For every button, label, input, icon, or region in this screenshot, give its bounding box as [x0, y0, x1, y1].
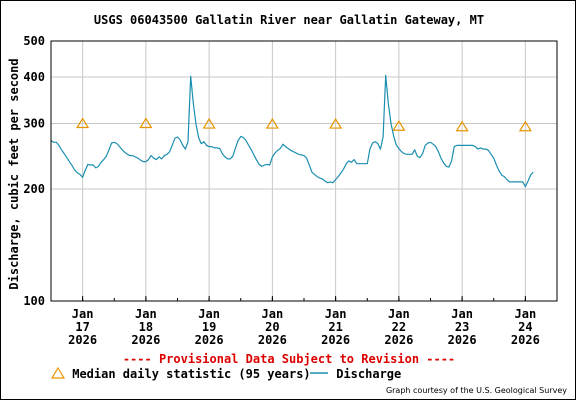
y-tick-label: 300 [23, 117, 45, 131]
x-tick-label: Jan [262, 307, 284, 321]
median-triangle-point [455, 120, 469, 132]
legend-discharge: Discharge [309, 367, 401, 381]
x-tick-label: Jan [135, 307, 157, 321]
x-tick-label: 2026 [321, 333, 350, 347]
courtesy-note: Graph courtesy of the U.S. Geological Su… [385, 386, 567, 395]
x-tick-label: 2026 [448, 333, 477, 347]
x-tick-label: 2026 [68, 333, 97, 347]
plot-border [50, 40, 558, 302]
legend-median-label: Median daily statistic (95 years) [72, 367, 311, 381]
x-tick-label: 2026 [195, 333, 224, 347]
x-tick-label: Jan [198, 307, 220, 321]
x-tick-label: 23 [455, 320, 469, 334]
y-tick-labels: 100 200 300 400 500 [23, 34, 45, 308]
median-markers [76, 117, 532, 132]
median-triangle-point [392, 120, 406, 131]
x-tick-label: Jan [388, 307, 410, 321]
x-tick-label: 2026 [258, 333, 287, 347]
x-tick-label: Jan [515, 307, 537, 321]
x-tick-label: Jan [72, 307, 94, 321]
median-triangle-point [202, 117, 216, 129]
median-triangle-point [139, 117, 153, 129]
discharge-line [50, 74, 534, 188]
x-tick-label: 22 [392, 320, 406, 334]
y-tick-label: 100 [23, 294, 45, 308]
line-swatch-icon [310, 372, 328, 374]
x-tick-label: 24 [518, 320, 532, 334]
x-tick-label: 19 [202, 320, 216, 334]
y-tick-label: 400 [23, 70, 45, 84]
triangle-icon [50, 366, 66, 379]
discharge-line-group [50, 74, 534, 188]
x-tick-labels: Jan172026Jan182026Jan192026Jan202026Jan2… [68, 307, 540, 347]
gridlines [50, 41, 558, 301]
legend-median: Median daily statistic (95 years) [50, 366, 311, 381]
chart-title: USGS 06043500 Gallatin River near Gallat… [93, 13, 485, 27]
provisional-notice: ---- Provisional Data Subject to Revisio… [122, 352, 456, 366]
median-triangle-point [76, 117, 90, 129]
x-tick-label: Jan [325, 307, 347, 321]
median-triangle-point [329, 117, 343, 129]
median-triangle-point [265, 117, 279, 129]
y-tick-label: 200 [23, 182, 45, 196]
x-tick-label: Jan [451, 307, 473, 321]
x-tick-label: 2026 [131, 333, 160, 347]
x-tick-label: 18 [139, 320, 153, 334]
y-tick-label: 500 [23, 34, 45, 48]
median-triangle-point [518, 120, 532, 132]
x-tick-label: 20 [265, 320, 279, 334]
x-tick-label: 21 [328, 320, 342, 334]
x-tick-label: 2026 [511, 333, 540, 347]
x-tick-label: 17 [75, 320, 89, 334]
legend-discharge-label: Discharge [336, 367, 402, 381]
x-tick-label: 2026 [384, 333, 413, 347]
